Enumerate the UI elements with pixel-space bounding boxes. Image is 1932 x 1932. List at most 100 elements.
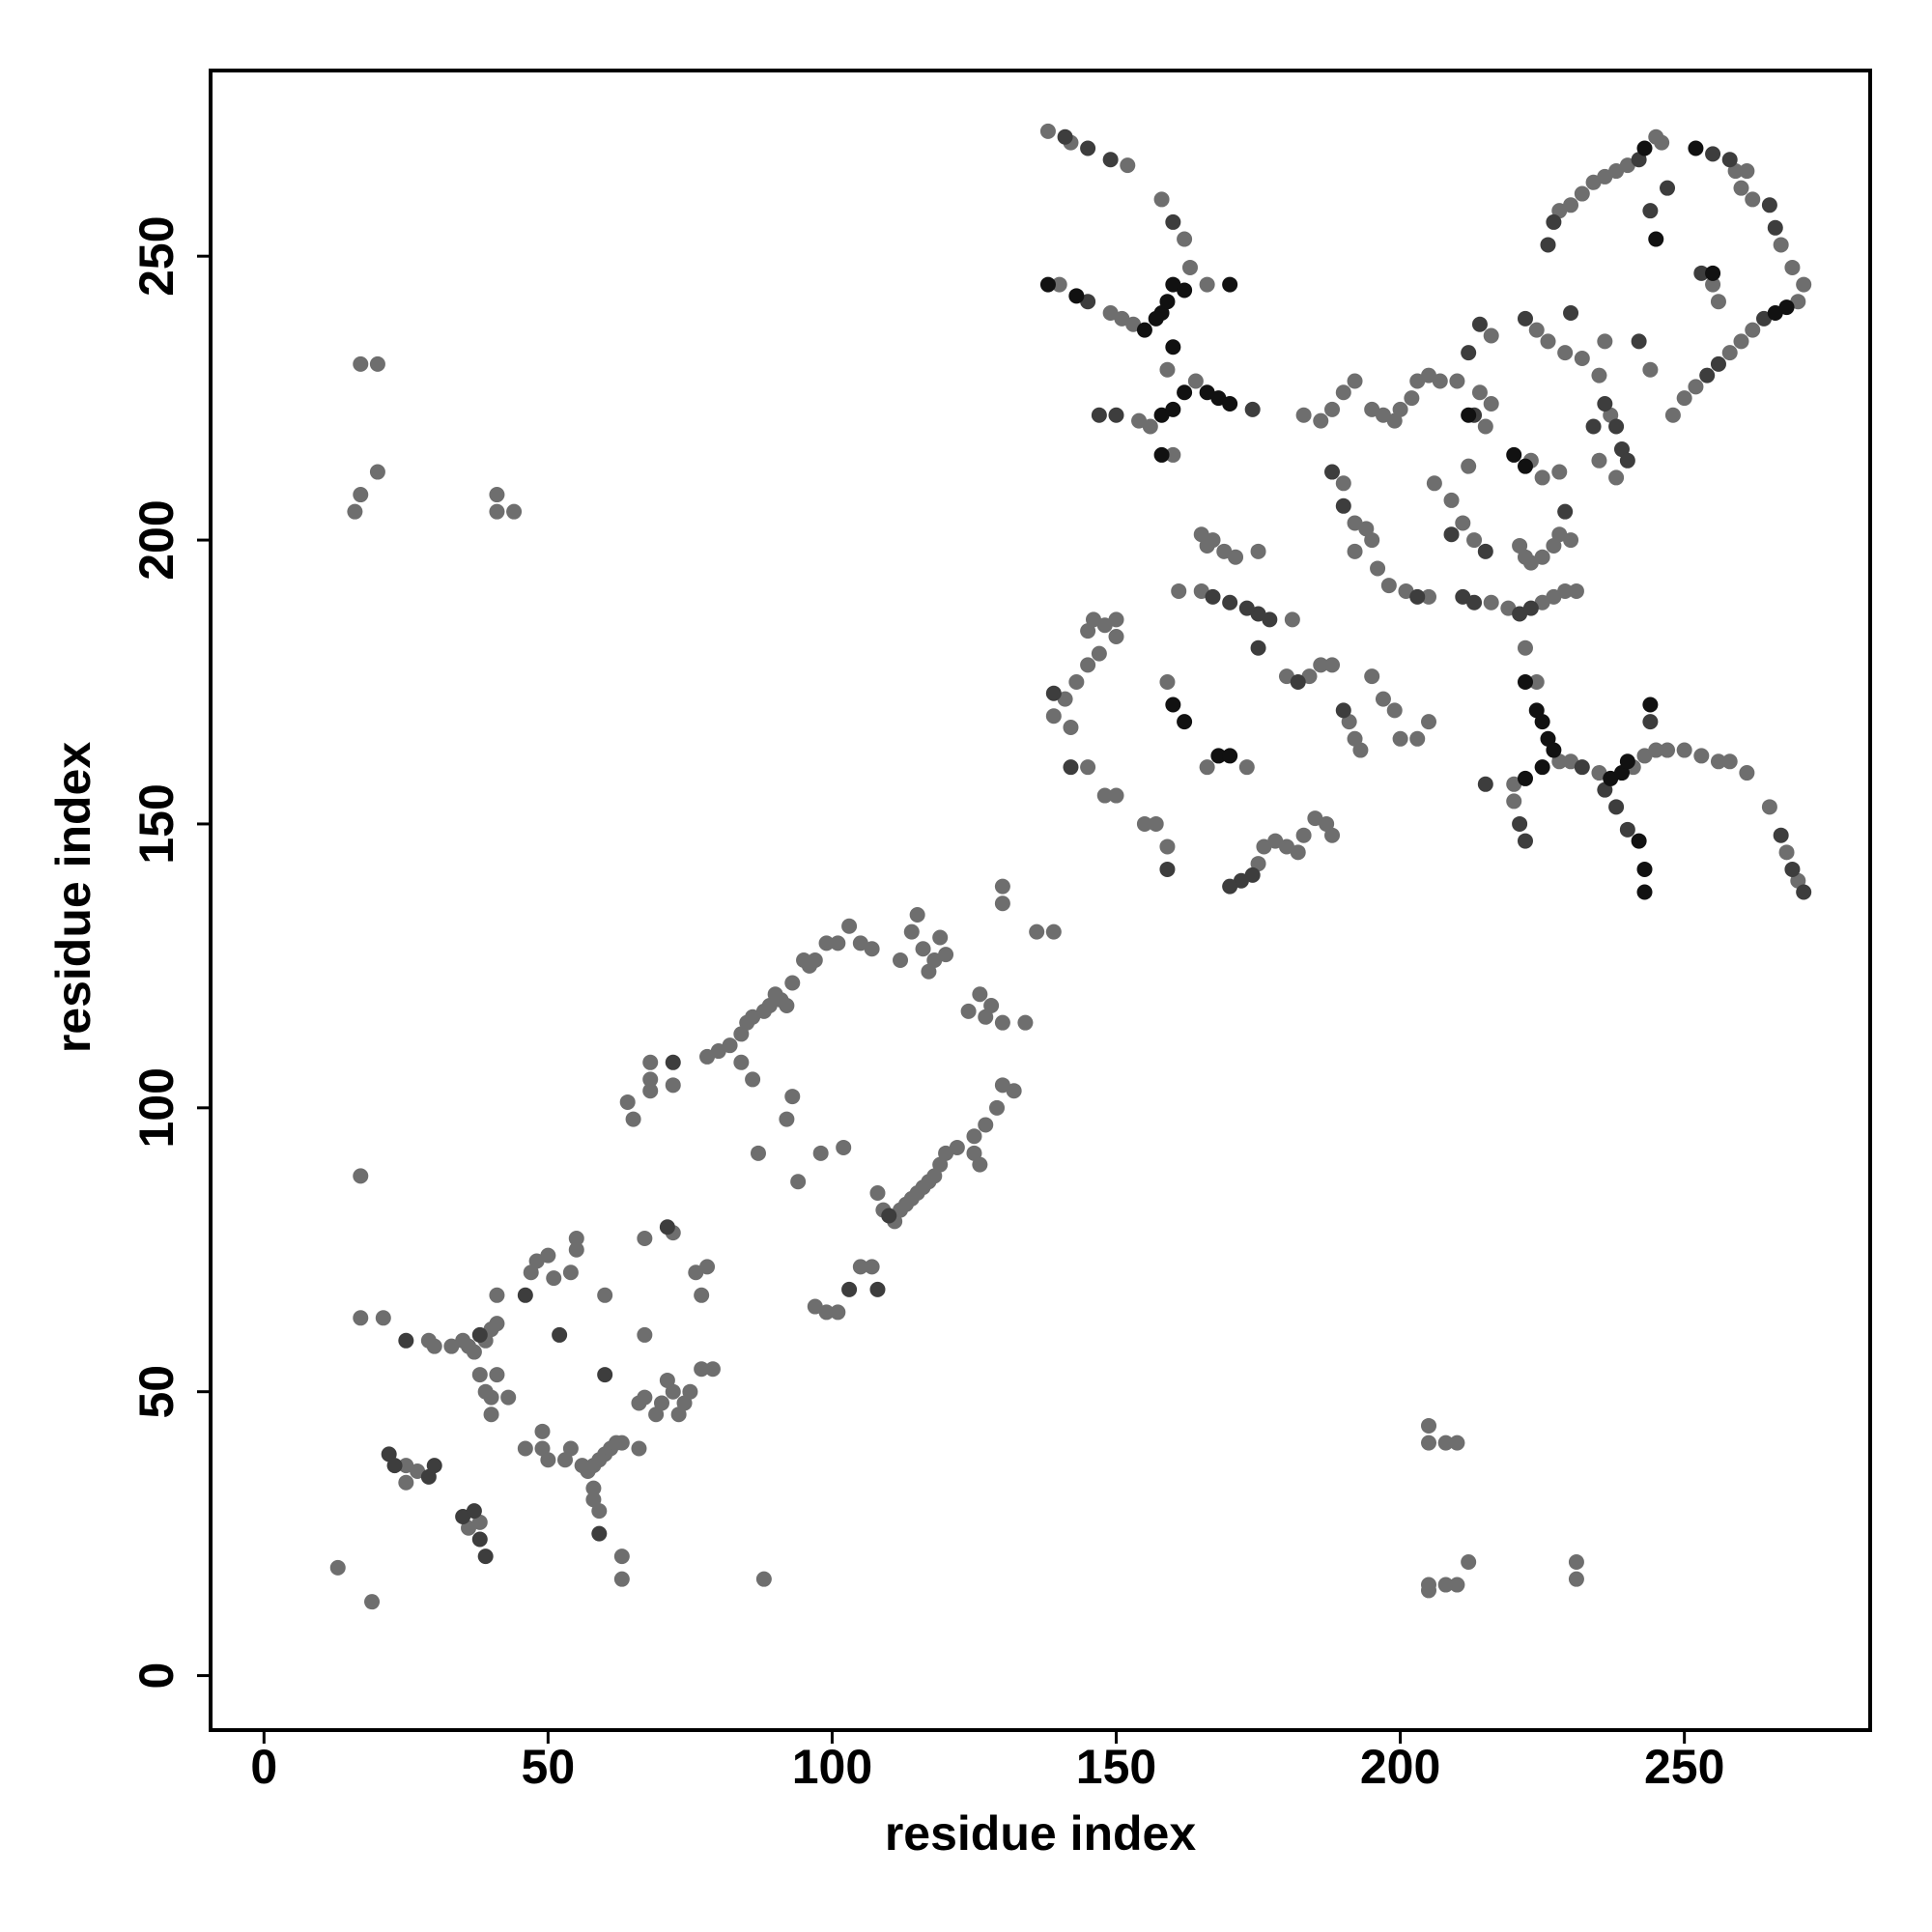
contact-point <box>517 1287 533 1303</box>
contact-point <box>1051 276 1067 293</box>
contact-point <box>1181 259 1198 275</box>
contact-point <box>1449 373 1465 389</box>
contact-point <box>1642 696 1659 713</box>
contact-point <box>994 895 1010 912</box>
contact-point <box>909 906 925 923</box>
contact-point <box>1437 1435 1454 1451</box>
contact-point <box>1784 861 1801 877</box>
contact-point <box>1767 219 1783 236</box>
contact-point <box>1676 390 1692 407</box>
contact-point <box>818 1304 835 1321</box>
contact-point <box>1313 412 1329 429</box>
contact-point <box>375 1310 391 1326</box>
contact-point <box>1631 833 1647 849</box>
contact-point <box>1324 657 1341 673</box>
contact-point <box>1563 304 1579 321</box>
contact-point <box>830 1304 846 1321</box>
contact-point <box>852 1259 868 1275</box>
contact-point <box>1739 765 1755 781</box>
contact-point <box>801 957 817 974</box>
contact-point <box>869 1184 886 1201</box>
contact-point <box>642 1083 659 1099</box>
contact-point <box>1205 532 1221 549</box>
contact-point <box>1733 180 1749 196</box>
contact-point <box>540 1452 556 1468</box>
contact-point <box>562 1264 579 1281</box>
contact-point <box>637 1389 653 1406</box>
contact-point <box>1557 582 1574 599</box>
contact-point <box>745 1071 761 1088</box>
contact-point <box>534 1423 551 1439</box>
contact-point <box>1380 578 1397 594</box>
contact-point <box>619 1094 636 1110</box>
y-tick-label: 50 <box>129 1365 184 1419</box>
contact-point <box>585 1480 602 1496</box>
y-tick-label: 0 <box>129 1662 184 1690</box>
contact-point <box>1654 134 1670 151</box>
contact-point <box>960 1003 977 1019</box>
contact-point <box>329 1559 346 1576</box>
contact-point <box>1199 276 1215 293</box>
contact-point <box>1461 458 1477 474</box>
contact-point <box>1080 657 1096 673</box>
contact-point <box>1347 543 1363 559</box>
contact-point <box>1039 276 1056 293</box>
contact-point <box>1029 923 1045 940</box>
contact-point <box>938 947 954 963</box>
x-tick-label: 250 <box>1644 1740 1724 1794</box>
contact-point <box>1165 213 1181 230</box>
contact-point <box>1773 827 1789 843</box>
contact-point <box>1091 645 1107 662</box>
contact-point <box>568 1241 584 1258</box>
contact-point <box>1177 384 1193 401</box>
contact-point <box>1432 373 1448 389</box>
contact-point <box>1591 452 1607 469</box>
contact-point <box>1710 753 1726 770</box>
contact-point <box>750 1145 766 1161</box>
x-tick-label: 100 <box>792 1740 872 1794</box>
contact-point <box>591 1503 608 1520</box>
contact-point <box>369 355 385 372</box>
contact-point <box>1534 469 1550 486</box>
contact-point <box>347 503 363 520</box>
contact-point <box>1608 799 1625 815</box>
contact-point <box>631 1440 647 1457</box>
contact-point <box>1108 407 1124 423</box>
contact-point <box>694 1361 710 1378</box>
contact-point <box>568 1231 584 1247</box>
contact-point <box>1347 373 1363 389</box>
contact-point <box>1120 157 1136 174</box>
contact-point <box>1108 611 1124 628</box>
contact-point <box>1080 759 1096 776</box>
contact-point <box>1250 543 1266 559</box>
y-tick-label: 250 <box>129 215 184 296</box>
contact-point <box>500 1389 517 1406</box>
contact-point <box>1284 611 1300 628</box>
contact-point <box>1483 396 1499 412</box>
contact-point <box>893 952 909 969</box>
contact-point <box>562 1440 579 1457</box>
contact-point <box>1244 401 1261 417</box>
contact-point <box>1335 702 1351 719</box>
contact-point <box>1778 299 1795 316</box>
contact-point <box>1455 515 1471 531</box>
contact-point <box>637 1326 653 1343</box>
contact-point <box>597 1287 613 1303</box>
contact-point <box>1159 294 1176 310</box>
contact-point <box>1705 276 1721 293</box>
contact-point <box>1471 384 1488 401</box>
contact-point <box>1522 600 1539 616</box>
contact-point <box>1177 714 1193 730</box>
contact-point <box>1761 197 1777 213</box>
contact-point <box>1238 600 1255 616</box>
contact-point <box>1693 748 1710 764</box>
contact-point <box>1063 759 1079 776</box>
contact-point <box>625 1111 641 1127</box>
contact-point <box>1108 787 1124 804</box>
contact-point <box>1512 815 1528 832</box>
contact-point <box>1796 276 1812 293</box>
contact-point <box>1165 339 1181 355</box>
contact-point <box>489 487 505 503</box>
contact-point <box>1506 793 1522 810</box>
contact-point <box>1187 373 1204 389</box>
